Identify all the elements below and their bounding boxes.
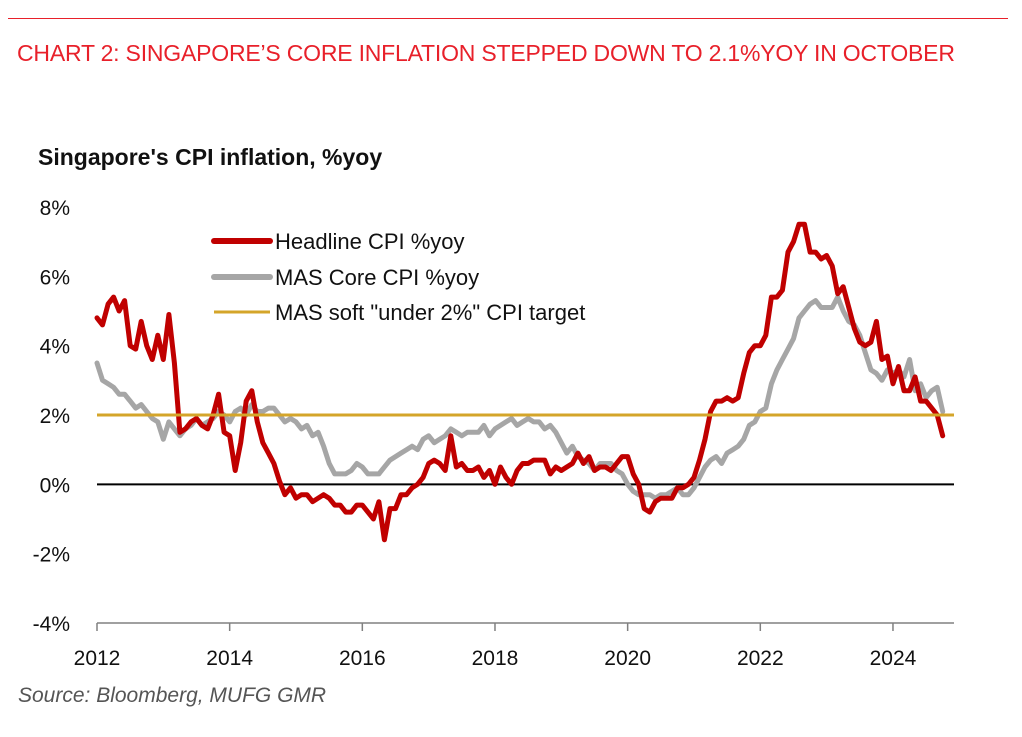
x-tick-label: 2016 bbox=[339, 647, 386, 670]
legend-label-core: MAS Core CPI %yoy bbox=[275, 265, 479, 290]
x-tick-label: 2014 bbox=[206, 647, 253, 670]
series-lines bbox=[94, 221, 954, 543]
legend-label-headline: Headline CPI %yoy bbox=[275, 229, 465, 254]
y-tick-label: 4% bbox=[40, 336, 70, 359]
legend-label-target: MAS soft "under 2%" CPI target bbox=[275, 300, 585, 325]
chart-headline: CHART 2: SINGAPORE’S CORE INFLATION STEP… bbox=[17, 40, 955, 66]
x-axis: 2012 2014 2016 2018 2020 2022 2024 bbox=[74, 622, 954, 670]
y-tick-label: -2% bbox=[33, 544, 70, 567]
y-tick-label: 8% bbox=[40, 197, 70, 220]
x-tick-label: 2024 bbox=[870, 647, 917, 670]
top-rule bbox=[8, 18, 1008, 19]
x-tick-label: 2012 bbox=[74, 647, 121, 670]
headline-cpi-line bbox=[94, 221, 946, 543]
y-tick-label: -4% bbox=[33, 613, 70, 636]
x-tick-label: 2022 bbox=[737, 647, 784, 670]
y-tick-label: 2% bbox=[40, 405, 70, 428]
y-axis-labels: 8% 6% 4% 2% 0% -2% -4% bbox=[33, 197, 70, 636]
y-tick-label: 6% bbox=[40, 266, 70, 289]
core-cpi-line bbox=[94, 294, 946, 501]
legend: Headline CPI %yoy MAS Core CPI %yoy MAS … bbox=[211, 229, 585, 325]
y-tick-label: 0% bbox=[40, 474, 70, 497]
x-tick-label: 2020 bbox=[604, 647, 651, 670]
chart-title: Singapore's CPI inflation, %yoy bbox=[38, 144, 383, 170]
x-tick-label: 2018 bbox=[472, 647, 519, 670]
source-note: Source: Bloomberg, MUFG GMR bbox=[18, 684, 327, 707]
